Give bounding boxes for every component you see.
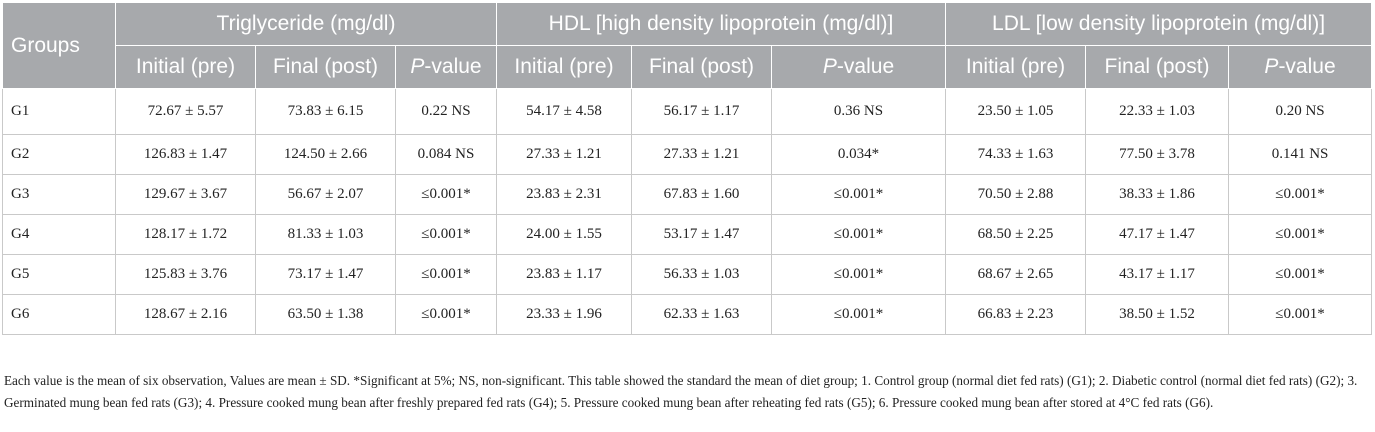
header-row-sub: Initial (pre) Final (post) P-value Initi… [3, 45, 1373, 89]
group-cell: G6 [2, 294, 116, 335]
hdl-final-cell: 56.33 ± 1.03 [631, 254, 773, 295]
triglyceride-initial-cell: 126.83 ± 1.47 [115, 134, 256, 175]
header-row-groups: Groups Triglyceride (mg/dl) HDL [high de… [2, 2, 1373, 89]
hdl-pvalue-cell: ≤0.001* [771, 254, 947, 295]
table-footnote: Each value is the mean of six observatio… [4, 373, 1358, 410]
hdl-initial-cell: 24.00 ± 1.55 [496, 214, 633, 255]
lipid-profile-table: Groups Triglyceride (mg/dl) HDL [high de… [2, 2, 1373, 335]
hdl-final-cell: 56.17 ± 1.17 [631, 88, 773, 135]
hdl-initial-cell: 54.17 ± 4.58 [496, 88, 633, 135]
triglyceride-initial-cell: 128.17 ± 1.72 [115, 214, 256, 255]
table-row: G2 126.83 ± 1.47 124.50 ± 2.66 0.084 NS … [2, 134, 1373, 175]
hdl-pvalue-cell: ≤0.001* [771, 294, 947, 335]
ldl-initial-cell: 74.33 ± 1.63 [945, 134, 1087, 175]
ldl-initial-cell: 66.83 ± 2.23 [945, 294, 1087, 335]
triglyceride-initial-header: Initial (pre) [115, 45, 256, 89]
triglyceride-pvalue-cell: 0.084 NS [394, 134, 498, 175]
triglyceride-final-cell: 73.17 ± 1.47 [255, 254, 396, 295]
hdl-final-cell: 62.33 ± 1.63 [631, 294, 773, 335]
hdl-header: HDL [high density lipoprotein (mg/dl)] [496, 2, 947, 46]
triglyceride-final-cell: 63.50 ± 1.38 [255, 294, 396, 335]
triglyceride-initial-cell: 72.67 ± 5.57 [115, 88, 256, 135]
p-suffix: -value [424, 55, 482, 78]
group-cell: G4 [2, 214, 116, 255]
table-row: G5 125.83 ± 3.76 73.17 ± 1.47 ≤0.001* 23… [2, 254, 1373, 295]
triglyceride-header: Triglyceride (mg/dl) [114, 2, 498, 46]
triglyceride-final-cell: 73.83 ± 6.15 [255, 88, 396, 135]
group-cell: G5 [2, 254, 116, 295]
triglyceride-initial-cell: 128.67 ± 2.16 [115, 294, 256, 335]
triglyceride-pvalue-cell: ≤0.001* [394, 294, 498, 335]
hdl-pvalue-header: P-value [771, 45, 947, 89]
ldl-pvalue-cell: ≤0.001* [1228, 254, 1373, 295]
ldl-final-cell: 47.17 ± 1.47 [1085, 214, 1230, 255]
hdl-initial-cell: 23.83 ± 1.17 [496, 254, 633, 295]
hdl-pvalue-cell: 0.36 NS [771, 88, 947, 135]
ldl-pvalue-cell: 0.141 NS [1228, 134, 1373, 175]
p-italic: P [410, 55, 425, 78]
ldl-initial-cell: 68.50 ± 2.25 [945, 214, 1087, 255]
hdl-final-header: Final (post) [631, 45, 773, 89]
hdl-final-cell: 53.17 ± 1.47 [631, 214, 773, 255]
ldl-final-cell: 22.33 ± 1.03 [1085, 88, 1230, 135]
group-cell: G1 [2, 88, 116, 135]
ldl-pvalue-cell: ≤0.001* [1228, 214, 1373, 255]
table-container: Groups Triglyceride (mg/dl) HDL [high de… [2, 2, 1373, 335]
hdl-pvalue-cell: 0.034* [771, 134, 947, 175]
table-body: G1 72.67 ± 5.57 73.83 ± 6.15 0.22 NS 54.… [2, 88, 1373, 335]
table-row: G6 128.67 ± 2.16 63.50 ± 1.38 ≤0.001* 23… [2, 294, 1373, 335]
triglyceride-pvalue-cell: ≤0.001* [394, 214, 498, 255]
hdl-pvalue-cell: ≤0.001* [771, 174, 947, 215]
ldl-final-cell: 38.33 ± 1.86 [1085, 174, 1230, 215]
hdl-pvalue-cell: ≤0.001* [771, 214, 947, 255]
table-row: G4 128.17 ± 1.72 81.33 ± 1.03 ≤0.001* 24… [2, 214, 1373, 255]
ldl-initial-cell: 68.67 ± 2.65 [945, 254, 1087, 295]
ldl-final-cell: 43.17 ± 1.17 [1085, 254, 1230, 295]
triglyceride-final-cell: 124.50 ± 2.66 [255, 134, 396, 175]
ldl-initial-header: Initial (pre) [945, 45, 1087, 89]
ldl-initial-cell: 70.50 ± 2.88 [945, 174, 1087, 215]
triglyceride-final-cell: 81.33 ± 1.03 [255, 214, 396, 255]
hdl-final-cell: 27.33 ± 1.21 [631, 134, 773, 175]
table-row: G3 129.67 ± 3.67 56.67 ± 2.07 ≤0.001* 23… [2, 174, 1373, 215]
p-italic: P [822, 55, 837, 78]
triglyceride-pvalue-header: P-value [394, 45, 498, 89]
ldl-header: LDL [low density lipoprotein (mg/dl)] [945, 2, 1373, 46]
triglyceride-pvalue-cell: 0.22 NS [394, 88, 498, 135]
p-suffix: -value [1278, 55, 1336, 78]
group-cell: G2 [2, 134, 116, 175]
ldl-pvalue-cell: ≤0.001* [1228, 174, 1373, 215]
hdl-initial-cell: 23.83 ± 2.31 [496, 174, 633, 215]
ldl-final-header: Final (post) [1085, 45, 1230, 89]
p-suffix: -value [836, 55, 895, 78]
ldl-pvalue-cell: ≤0.001* [1228, 294, 1373, 335]
p-italic: P [1264, 55, 1279, 78]
ldl-final-cell: 38.50 ± 1.52 [1085, 294, 1230, 335]
table-row: G1 72.67 ± 5.57 73.83 ± 6.15 0.22 NS 54.… [2, 88, 1373, 135]
triglyceride-pvalue-cell: ≤0.001* [394, 174, 498, 215]
hdl-initial-cell: 23.33 ± 1.96 [496, 294, 633, 335]
triglyceride-pvalue-cell: ≤0.001* [394, 254, 498, 295]
triglyceride-initial-cell: 125.83 ± 3.76 [115, 254, 256, 295]
ldl-pvalue-cell: 0.20 NS [1228, 88, 1373, 135]
ldl-final-cell: 77.50 ± 3.78 [1085, 134, 1230, 175]
triglyceride-final-cell: 56.67 ± 2.07 [255, 174, 396, 215]
hdl-initial-cell: 27.33 ± 1.21 [496, 134, 633, 175]
hdl-initial-header: Initial (pre) [496, 45, 633, 89]
hdl-final-cell: 67.83 ± 1.60 [631, 174, 773, 215]
ldl-pvalue-header: P-value [1228, 45, 1373, 89]
triglyceride-initial-cell: 129.67 ± 3.67 [115, 174, 256, 215]
groups-header: Groups [2, 2, 116, 89]
triglyceride-final-header: Final (post) [255, 45, 396, 89]
ldl-initial-cell: 23.50 ± 1.05 [945, 88, 1087, 135]
group-cell: G3 [2, 174, 116, 215]
